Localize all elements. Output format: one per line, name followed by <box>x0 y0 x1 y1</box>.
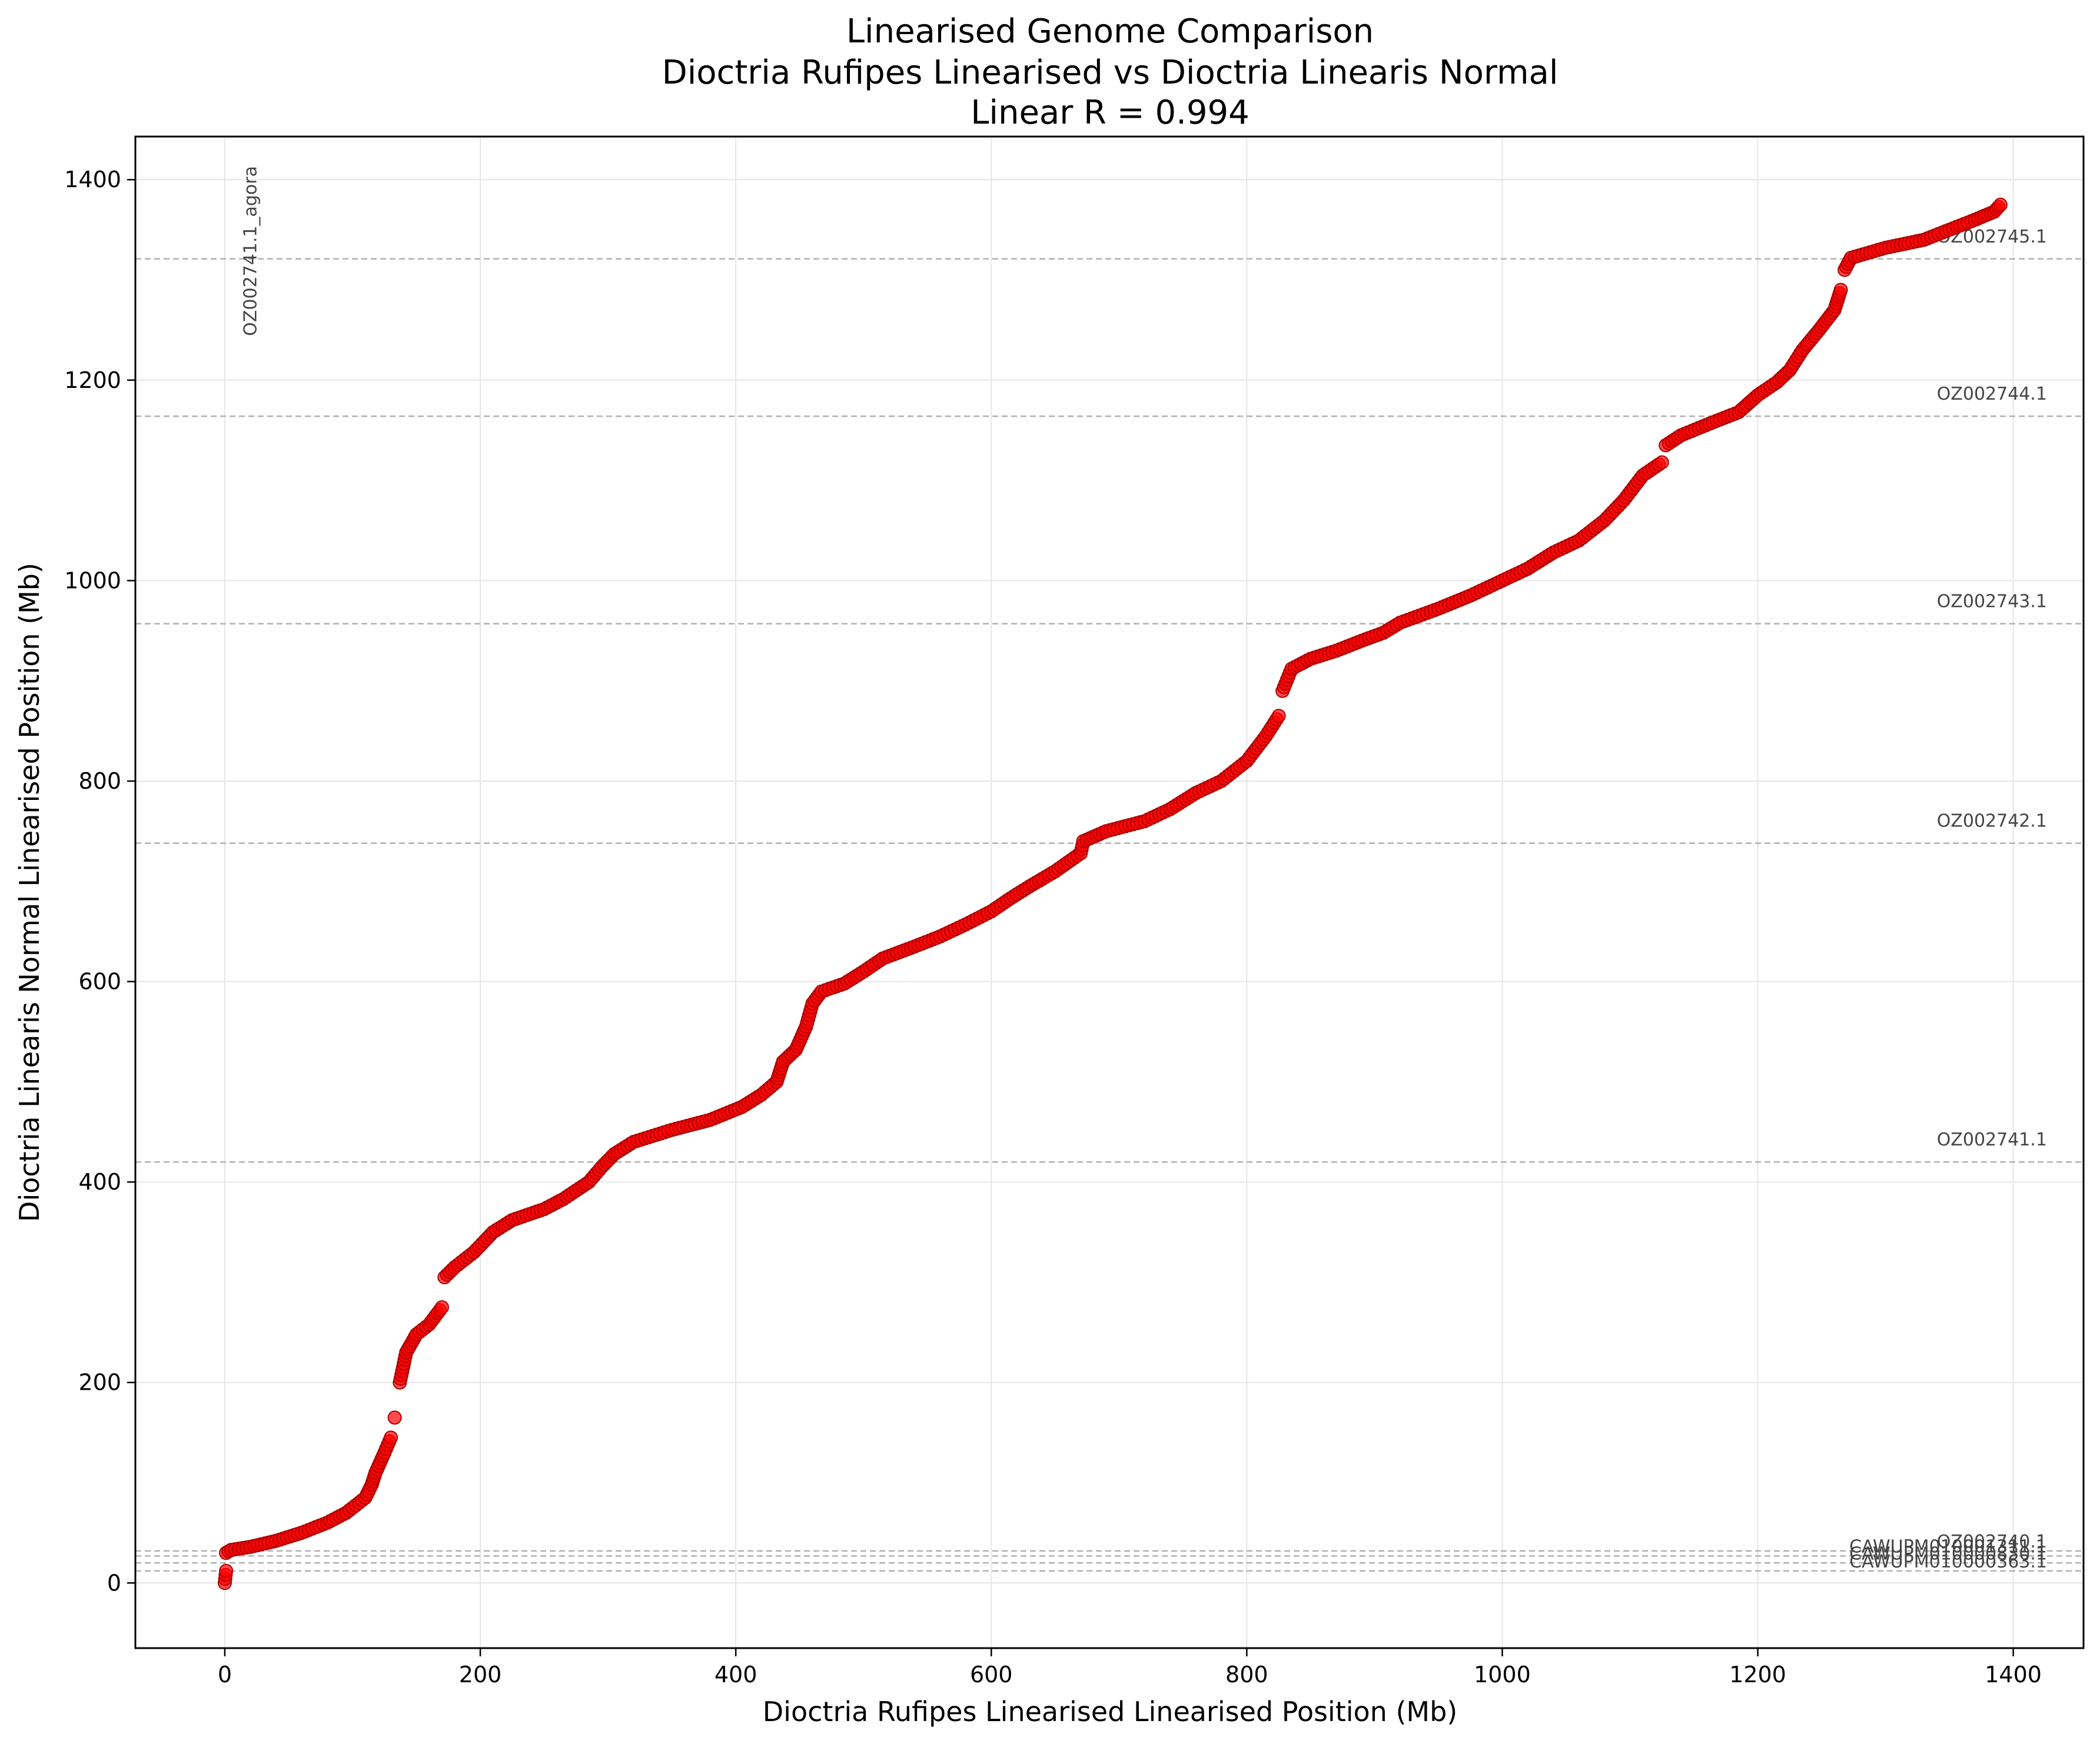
y-tick-label: 200 <box>78 1370 121 1396</box>
x-tick-label: 600 <box>970 1662 1013 1688</box>
x-tick-label: 0 <box>218 1662 232 1688</box>
vertical-reference-label: OZ002741.1_agora <box>240 166 261 336</box>
reference-label: OZ002740.1 <box>1937 1532 2047 1552</box>
y-axis-ticks: 0 200 400 600 800 1000 1200 1400 <box>64 167 135 1596</box>
reference-label: OZ002744.1 <box>1937 384 2047 404</box>
x-axis-ticks: 0 200 400 600 800 1000 1200 1400 <box>218 1648 2042 1688</box>
data-point <box>1654 455 1669 470</box>
reference-label: OZ002743.1 <box>1937 592 2047 612</box>
plot-frame <box>134 135 2085 1649</box>
x-tick-label: 1400 <box>1985 1662 2042 1688</box>
x-tick-label: 1000 <box>1474 1662 1531 1688</box>
y-tick-label: 1000 <box>64 567 121 593</box>
reference-label: CAWUPM010001311.1 <box>1849 1536 2047 1557</box>
reference-label: CAWUPM010000363.1 <box>1849 1552 2047 1572</box>
data-point <box>1993 197 2008 212</box>
x-axis-label: Dioctria Rufipes Linearised Linearised P… <box>763 1696 1457 1728</box>
chart-title-line-3: Linear R = 0.994 <box>971 94 1250 132</box>
data-point <box>1833 283 1848 297</box>
reference-label: CAWUPM010000830.1 <box>1849 1543 2047 1564</box>
y-tick-label: 1200 <box>64 367 121 393</box>
x-tick-label: 200 <box>459 1662 502 1688</box>
reference-label: OZ002741.1 <box>1937 1130 2047 1150</box>
data-points <box>217 197 2008 1590</box>
y-tick-label: 600 <box>78 969 121 995</box>
data-point <box>219 1563 234 1578</box>
data-point <box>387 1410 402 1425</box>
y-axis-label: Dioctria Linearis Normal Linearised Posi… <box>14 563 45 1222</box>
data-point <box>384 1430 398 1445</box>
reference-label: OZ002742.1 <box>1937 811 2047 832</box>
chart-title-line-2: Dioctria Rufipes Linearised vs Dioctria … <box>662 54 1559 92</box>
x-tick-label: 1200 <box>1729 1662 1786 1688</box>
y-tick-label: 0 <box>107 1570 121 1596</box>
y-tick-label: 400 <box>78 1169 121 1195</box>
y-tick-label: 800 <box>78 768 121 794</box>
x-tick-label: 400 <box>715 1662 757 1688</box>
reference-lines: OZ002745.1OZ002744.1OZ002743.1OZ002742.1… <box>135 166 2084 1572</box>
data-point <box>1271 709 1286 723</box>
chart-title-line-1: Linearised Genome Comparison <box>846 12 1374 51</box>
y-tick-label: 1400 <box>64 167 121 192</box>
data-point <box>434 1300 449 1315</box>
x-tick-label: 800 <box>1225 1662 1268 1688</box>
grid-lines <box>135 137 2084 1648</box>
